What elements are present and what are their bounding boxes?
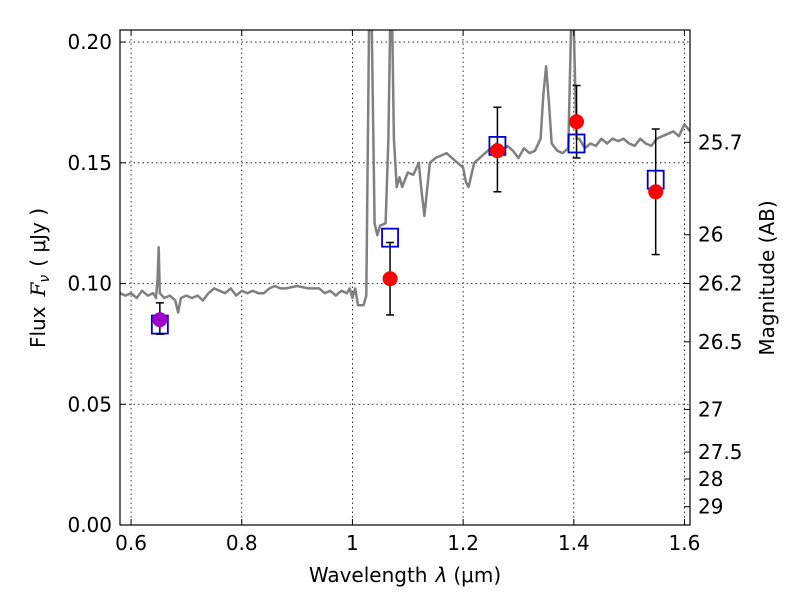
observed-flux-marker xyxy=(382,271,398,287)
y-tick-label: 0.05 xyxy=(67,392,112,416)
mag-tick-label: 29 xyxy=(698,495,723,519)
observed-flux-marker xyxy=(648,184,664,200)
x-tick-label: 1.4 xyxy=(558,531,590,555)
x-axis-label-text: Wavelength xyxy=(309,563,428,587)
y-axis-label-subscript: ν xyxy=(37,275,53,283)
x-tick-label: 1.2 xyxy=(447,531,479,555)
mag-tick-label: 27.5 xyxy=(698,440,743,464)
x-axis-label-symbol: λ xyxy=(435,563,448,587)
y-axis-label-symbol: F xyxy=(26,281,50,297)
y-tick-label: 0.20 xyxy=(67,30,112,54)
y-tick-label: 0.15 xyxy=(67,151,112,175)
y-tick-label: 0.10 xyxy=(67,272,112,296)
x-tick-label: 1.6 xyxy=(669,531,701,555)
x-tick-label: 1 xyxy=(346,531,359,555)
observed-flux-marker xyxy=(489,143,505,159)
model-square-marker xyxy=(567,133,586,154)
x-axis-label-unit: (μm) xyxy=(453,563,501,587)
y-axis-label: Flux Fν ( μJy ) xyxy=(26,208,53,348)
observed-flux-marker xyxy=(152,312,168,328)
mag-tick-label: 26.5 xyxy=(698,330,743,354)
x-axis-label: Wavelength λ (μm) xyxy=(309,563,501,587)
model-square-marker xyxy=(381,227,399,248)
y2-axis-label: Magnitude (AB) xyxy=(755,200,779,355)
y-axis-label-text: Flux xyxy=(26,306,50,348)
grid xyxy=(120,30,690,526)
mag-tick-label: 25.7 xyxy=(698,130,743,154)
y-axis-label-unit: ( μJy ) xyxy=(26,208,50,267)
y-tick-label: 0.00 xyxy=(67,513,112,537)
spectrum-line xyxy=(120,30,690,314)
x-tick-label: 0.8 xyxy=(226,531,258,555)
mag-tick-label: 27 xyxy=(698,397,723,421)
plot-area xyxy=(120,30,690,335)
plot-frame xyxy=(119,29,691,526)
axis-ticks: 0.6 0.8 1 1.2 1.4 1.6 0.00 0.05 0.10 0.15 0.20 25.7… xyxy=(67,30,743,555)
observed-flux-marker xyxy=(569,114,585,130)
mag-tick-label: 26.2 xyxy=(698,272,743,296)
mag-tick-label: 28 xyxy=(698,467,723,491)
mag-tick-label: 26 xyxy=(698,223,723,247)
x-tick-label: 0.6 xyxy=(115,531,147,555)
